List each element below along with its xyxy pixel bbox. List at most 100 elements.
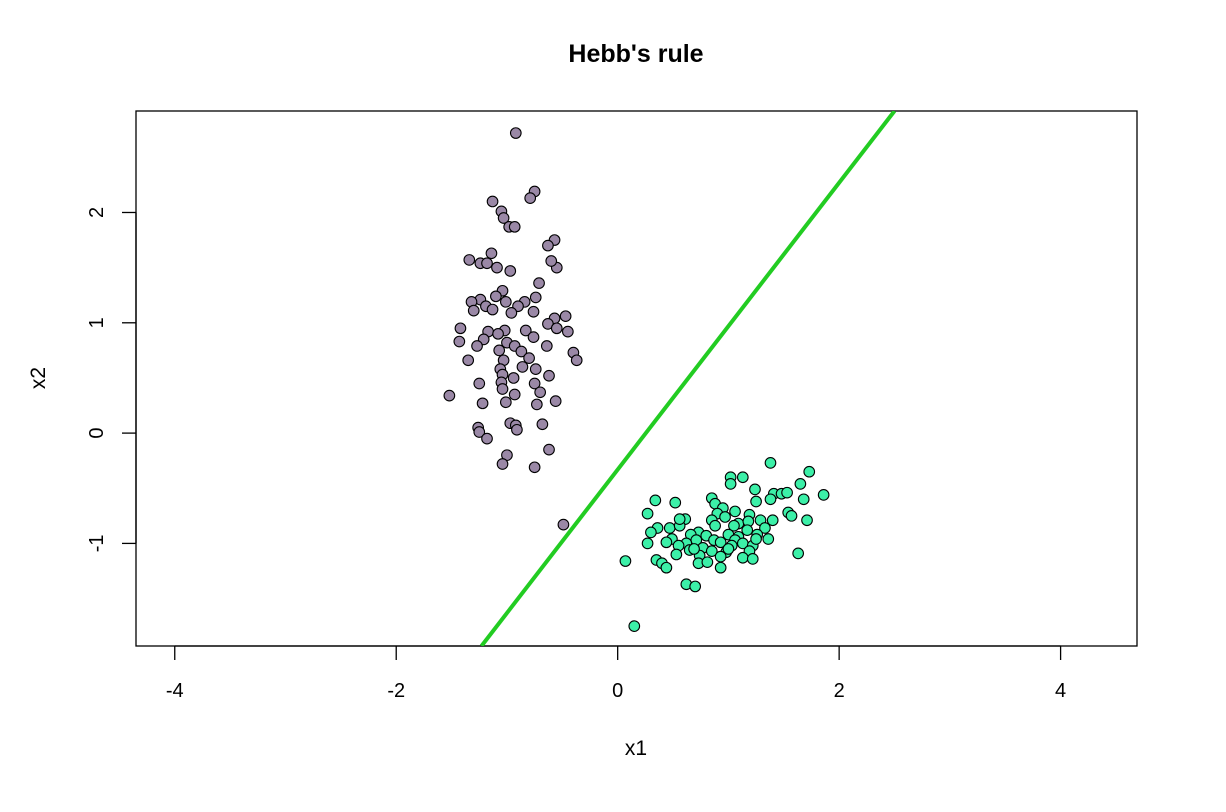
data-point	[669, 496, 682, 509]
data-point	[750, 495, 762, 508]
data-point	[688, 543, 700, 555]
data-point	[497, 212, 510, 224]
data-point	[509, 127, 522, 139]
data-point	[549, 395, 562, 407]
data-point	[736, 471, 749, 484]
data-point	[486, 303, 499, 316]
x-tick-label: 4	[1055, 680, 1066, 702]
data-point	[746, 553, 759, 565]
data-point	[462, 354, 475, 367]
plot-frame	[135, 110, 1138, 647]
data-point	[443, 389, 456, 402]
data-point	[463, 254, 476, 266]
data-point	[507, 372, 520, 384]
data-point	[529, 291, 542, 304]
data-point	[701, 556, 714, 569]
data-point	[801, 514, 813, 527]
data-point	[528, 377, 541, 390]
data-point	[543, 369, 555, 382]
data-point	[641, 507, 654, 520]
x-axis-label: x1	[625, 737, 647, 760]
data-point	[453, 335, 466, 348]
data-point	[663, 522, 676, 534]
x-tick-label: 0	[612, 680, 623, 702]
data-point	[523, 352, 535, 364]
series-2	[619, 457, 830, 632]
data-point	[471, 340, 483, 352]
data-point	[559, 310, 572, 323]
data-point	[705, 545, 718, 557]
data-point	[542, 239, 554, 252]
data-point	[491, 261, 503, 274]
data-point	[724, 477, 737, 490]
data-point	[454, 322, 467, 335]
data-point	[561, 325, 574, 338]
data-point	[670, 548, 683, 561]
data-point	[749, 483, 761, 496]
data-point	[527, 331, 540, 343]
chart-title: Hebb's rule	[568, 40, 703, 68]
series-1	[443, 127, 583, 531]
data-point	[481, 257, 493, 270]
data-point	[728, 519, 740, 532]
data-point	[473, 426, 486, 438]
data-point	[515, 345, 528, 358]
data-point	[508, 388, 521, 401]
x-tick-label: -4	[166, 680, 184, 702]
x-tick-label: -2	[387, 680, 405, 702]
data-point	[741, 524, 754, 537]
data-point	[817, 489, 830, 501]
data-point	[719, 511, 731, 523]
y-tick-label: 2	[86, 207, 108, 218]
y-axis: -1 0 1 2	[86, 207, 137, 553]
data-point	[619, 555, 632, 567]
data-point	[764, 457, 777, 469]
data-point	[504, 265, 517, 277]
data-point	[543, 443, 555, 456]
data-point	[486, 195, 499, 208]
data-point	[496, 383, 509, 395]
data-point	[785, 509, 798, 522]
data-point	[645, 526, 657, 539]
data-point	[803, 465, 816, 478]
data-point	[499, 396, 512, 409]
decision-boundary-line	[479, 111, 897, 646]
data-point	[529, 363, 542, 375]
data-point	[557, 518, 570, 531]
y-tick-label: -1	[86, 535, 108, 553]
data-point	[530, 398, 543, 411]
data-point	[714, 561, 727, 574]
data-point	[476, 397, 489, 410]
data-point	[766, 514, 779, 527]
plot-area	[443, 111, 897, 646]
data-point	[781, 486, 793, 499]
y-tick-label: 1	[86, 317, 108, 328]
data-point	[709, 519, 721, 532]
data-point	[797, 493, 810, 506]
data-point	[660, 561, 673, 574]
data-point	[528, 461, 541, 474]
data-point	[673, 513, 686, 525]
data-point	[496, 458, 509, 470]
data-point	[628, 620, 641, 632]
data-point	[485, 247, 498, 260]
data-point	[759, 522, 771, 534]
data-point	[481, 432, 493, 445]
data-point	[473, 377, 486, 390]
data-point	[729, 505, 741, 518]
data-point	[511, 423, 523, 436]
data-point	[649, 494, 662, 507]
data-point	[660, 536, 673, 549]
data-point	[499, 295, 512, 308]
y-axis-label: x2	[27, 367, 50, 389]
data-point	[493, 344, 506, 357]
x-axis: -4 -2 0 2 4	[166, 645, 1066, 702]
data-point	[794, 477, 807, 490]
data-point	[722, 543, 735, 555]
data-point	[550, 322, 563, 335]
data-point	[490, 290, 502, 303]
data-point	[527, 305, 540, 318]
data-point	[492, 327, 504, 340]
data-point	[540, 340, 553, 352]
